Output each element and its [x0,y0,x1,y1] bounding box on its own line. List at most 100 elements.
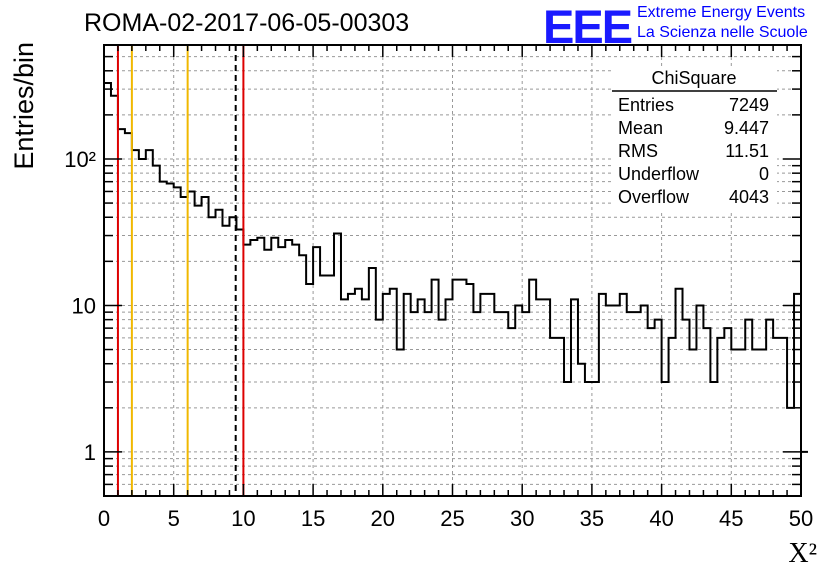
histogram-bin [585,382,592,496]
histogram-bin [613,305,620,496]
histogram-bin [153,166,160,496]
histogram-bin [641,305,648,496]
histogram-bin [222,226,229,496]
histogram-bin [167,184,174,496]
histogram-bin [703,328,710,496]
x-axis-label: X² [788,538,817,569]
histogram-bin [564,382,571,496]
histogram-bin [648,328,655,496]
histogram-bin [724,328,731,496]
histogram-bin [285,240,292,496]
histogram-bin [425,312,432,496]
histogram-bin [390,289,397,496]
histogram-bin [188,191,195,496]
y-tick-label: 1 [84,440,96,465]
histogram-bin [717,338,724,496]
histogram-bin [341,299,348,496]
histogram-bin [243,245,250,496]
histogram-bin [515,305,522,496]
histogram-bin [550,338,557,496]
histogram-bin [731,350,738,496]
histogram-bin [522,312,529,496]
stats-value: 9.447 [724,118,769,138]
histogram-bin [508,328,515,496]
histogram-bin [139,159,146,496]
histogram-bin [348,294,355,496]
histogram-bin [313,247,320,496]
stats-value: 4043 [729,187,769,207]
histogram-bin [327,276,334,496]
histogram-bin [494,312,501,496]
histogram-bin [125,133,132,496]
histogram-bin [801,452,808,496]
histogram-bin [655,320,662,496]
histogram-bin [599,294,606,496]
histogram-bin [578,364,585,496]
histogram-bin [529,280,536,496]
y-axis-label: Entries/bin [9,42,39,170]
histogram-bin [446,299,453,496]
x-tick-label: 40 [649,506,673,531]
histogram-bin [466,284,473,496]
histogram-bin [181,197,188,496]
stats-label: RMS [618,141,658,161]
y-tick-label: 10 [72,293,96,318]
histogram-bin [557,338,564,496]
y-tick-label: 10² [64,147,96,172]
histogram-bin [292,245,299,496]
x-tick-label: 0 [98,506,110,531]
histogram-bin [676,289,683,496]
histogram-bin [132,150,139,496]
histogram-bin [236,229,243,496]
histogram-bin [439,320,446,496]
histogram-bin [209,217,216,496]
histogram-bin [160,182,167,496]
histogram-bin [383,294,390,496]
stats-label: Underflow [618,164,700,184]
x-tick-label: 15 [301,506,325,531]
histogram-bin [459,280,466,496]
histogram-bin [592,382,599,496]
histogram-bin [738,350,745,496]
stats-label: Mean [618,118,663,138]
x-tick-label: 25 [440,506,464,531]
histogram-bin [432,280,439,496]
x-tick-label: 20 [371,506,395,531]
x-tick-label: 5 [168,506,180,531]
histogram-bin [487,294,494,496]
logo-caption-line2: La Scienza nelle Scuole [637,24,808,41]
histogram-bin [536,299,543,496]
histogram-bin [669,338,676,496]
histogram-bin [689,350,696,496]
histogram-bin [111,96,118,496]
histogram-bin [104,83,111,496]
histogram-bin [411,312,418,496]
histogram-bin [195,206,202,496]
histogram-bin [118,129,125,496]
stats-label: Entries [618,95,674,115]
x-tick-label: 10 [231,506,255,531]
histogram-bin [453,280,460,496]
stats-box: ChiSquare Entries 7249 Mean 9.447 RMS 11.51 Und… [612,68,777,210]
stats-value: 7249 [729,95,769,115]
x-tick-label: 45 [719,506,743,531]
histogram-step-line [104,82,808,453]
histogram-bin [174,187,181,496]
histogram-bin [418,299,425,496]
x-tick-label: 50 [789,506,813,531]
histogram-bin [696,305,703,496]
histogram-bin [271,238,278,496]
histogram-bin [662,382,669,496]
histogram-bars [104,82,808,496]
chart-title: ROMA-02-2017-06-05-00303 [84,9,410,37]
histogram-bin [780,338,787,496]
histogram-bin [606,305,613,496]
histogram-bin [634,312,641,496]
histogram-bin [543,299,550,496]
histogram-bin [752,350,759,496]
histogram-bin [473,312,480,496]
histogram-bin [766,320,773,496]
histogram-bin [362,299,369,496]
histogram-bin [773,338,780,496]
